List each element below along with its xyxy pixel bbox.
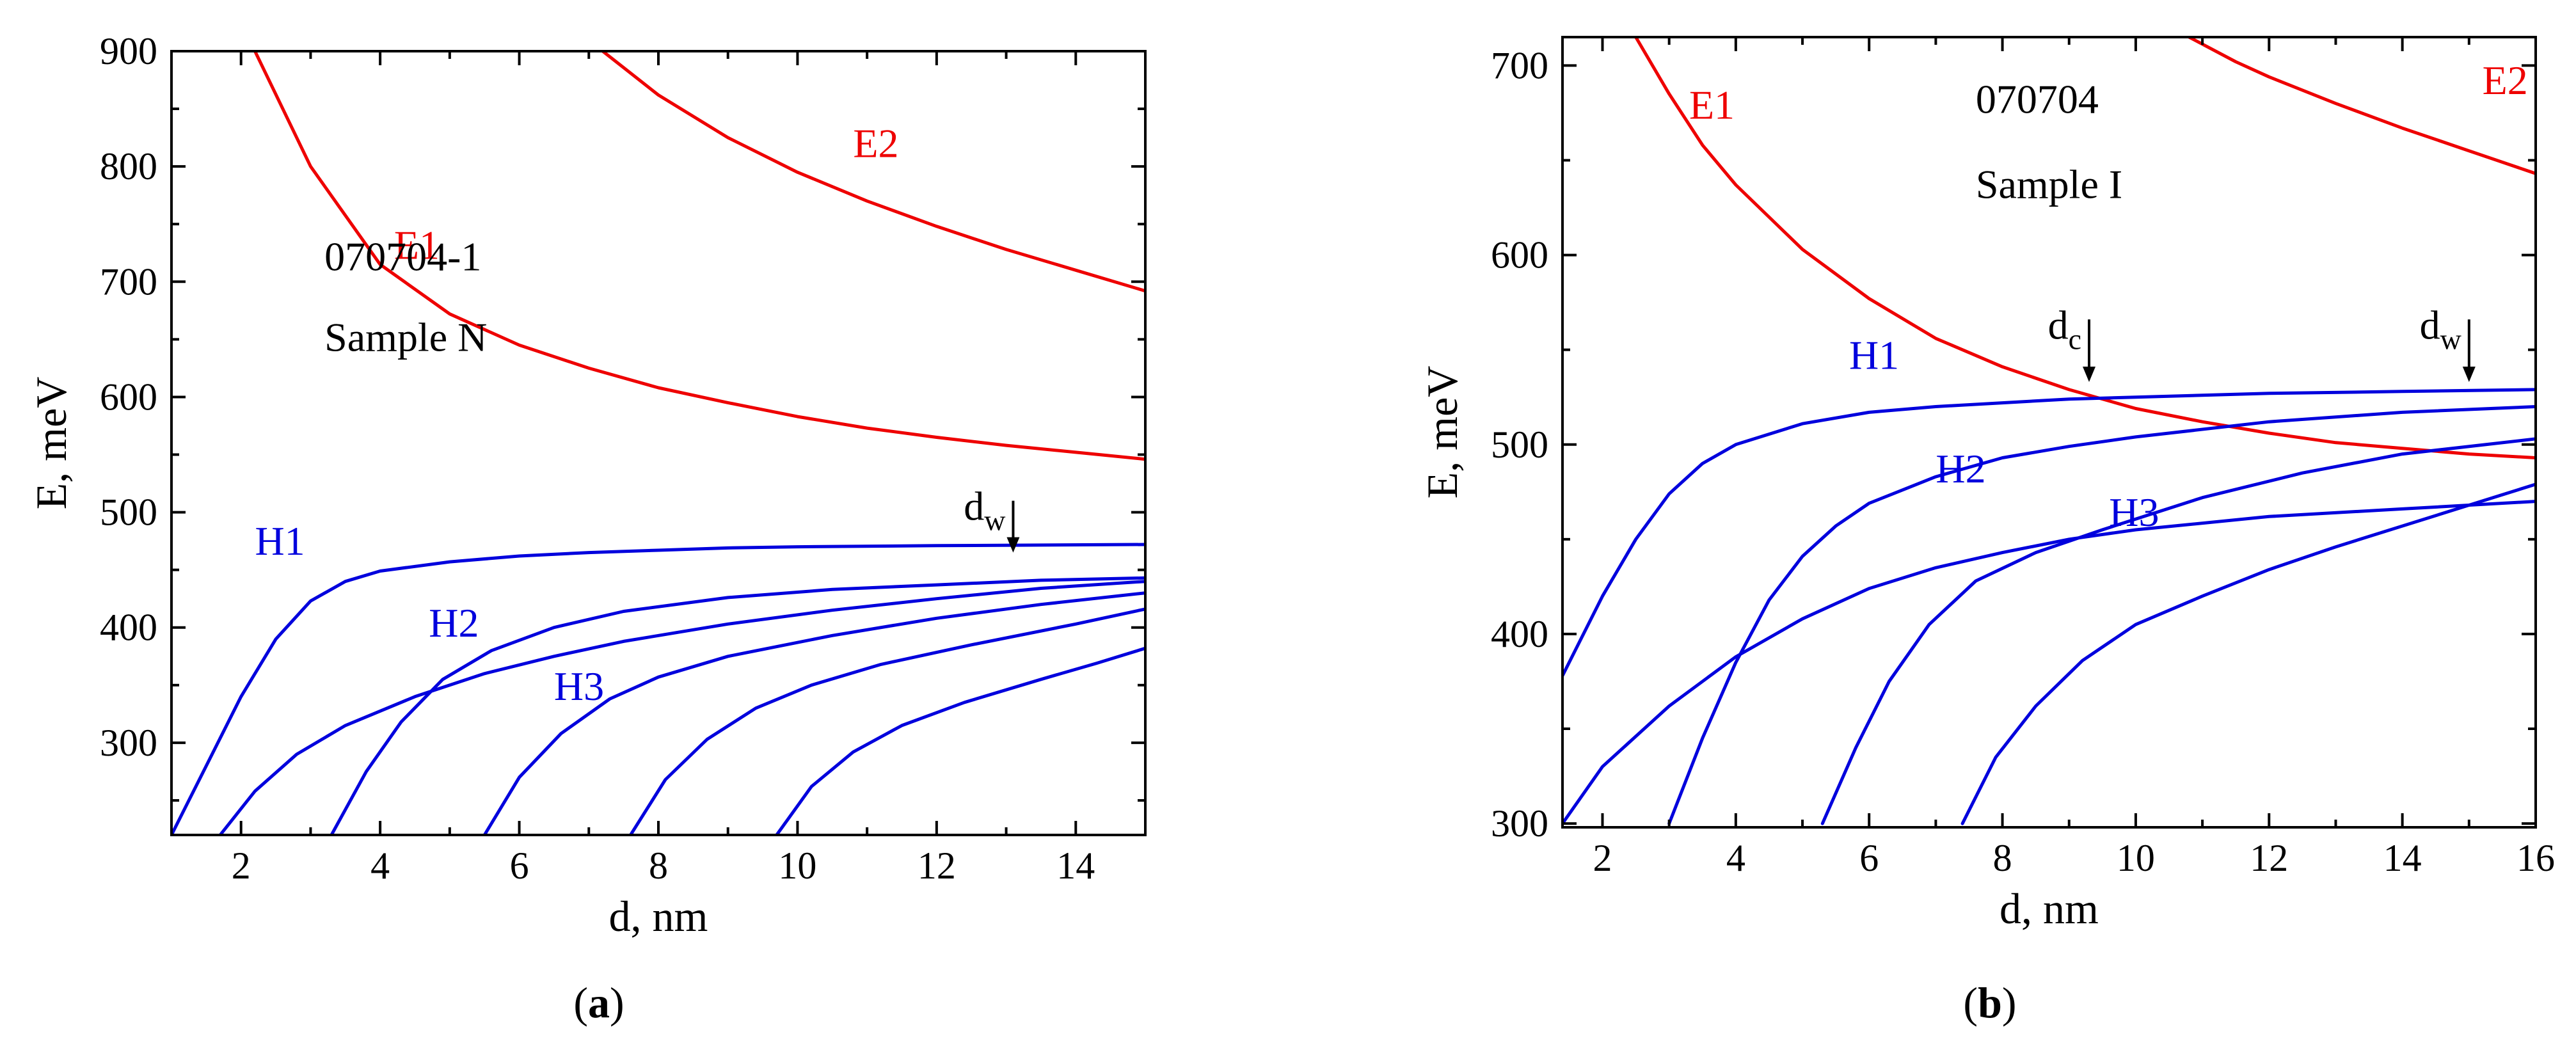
series-group [171,51,1145,835]
plot-frame [1561,36,2537,829]
series-label-h3: H3 [554,664,604,709]
y-tick-label: 900 [100,30,157,72]
series-line-e1 [1634,37,2536,459]
x-tick-label: 8 [1993,837,2012,879]
series-line-h5 [629,607,1145,835]
marker-arrowhead [1006,537,1020,553]
x-tick-label: 12 [2250,837,2288,879]
y-axis-title: E, meV [1418,366,1467,499]
series-line-h3 [1667,405,2536,825]
series-line-h5 [1960,482,2536,825]
x-tick-label: 12 [918,845,956,887]
y-tick-label: 500 [1491,424,1548,466]
y-axis-title: E, meV [27,377,76,510]
x-tick-label: 14 [1056,845,1095,887]
panel-label: (b) [1963,978,2016,1027]
x-tick-label: 4 [370,845,390,887]
series-line-e2 [601,51,1145,293]
series-line-h2 [1562,500,2536,825]
y-tick-label: 300 [100,722,157,764]
y-tick-label: 600 [100,376,157,418]
x-tick-label: 4 [1726,837,1745,879]
marker-label-dw: dw [964,484,1006,537]
panel-a: 2 4 6 8 10 12 14 300 400 500 600 700 800 900 d, nm E, m… [27,30,1147,1027]
series-line-h1 [1562,388,2536,678]
annotation-text: Sample N [324,314,487,360]
series-label-h2: H2 [1936,446,1985,491]
x-tick-label: 8 [649,845,668,887]
y-tick-label: 500 [100,491,157,534]
y-tick-label: 600 [1491,234,1548,276]
series-label-h1: H1 [1849,332,1899,377]
series-line-h4 [482,591,1145,835]
y-tick-label: 800 [100,145,157,187]
series-line-e2 [2187,37,2536,175]
x-axis-title: d, nm [609,892,708,941]
y-tick-label: 400 [1491,613,1548,655]
marker-arrowhead [2462,367,2476,383]
panel-label: (a) [573,978,624,1027]
marker-label-dc: dc [2048,302,2081,355]
x-axis-title: d, nm [2000,884,2099,933]
annotation-text: Sample I [1976,162,2122,207]
series-line-h3 [330,576,1145,835]
series-line-e1 [253,51,1145,461]
x-tick-label: 14 [2383,837,2422,879]
series-label-h1: H1 [255,518,305,564]
series-label-e1: E1 [1689,82,1735,127]
panel-b: 2 4 6 8 10 12 14 16 300 400 500 600 700 d, nm E, meV E1… [1418,36,2555,1027]
series-label-e2: E2 [2483,58,2528,103]
series-line-h2 [218,580,1145,835]
x-tick-label: 10 [778,845,816,887]
annotation-text: 070704 [1976,76,2099,122]
x-tick-label: 2 [1593,837,1612,879]
series-label-e2: E2 [853,121,898,166]
x-tick-label: 6 [1859,837,1879,879]
marker-label-dw: dw [2420,302,2462,355]
x-tick-label: 2 [232,845,251,887]
series-line-h4 [1820,437,2536,825]
series-label-e1: E1 [394,222,440,267]
series-label-h3: H3 [2109,489,2159,535]
annotation-text: 070704-1 [324,234,481,279]
series-group [1562,37,2536,825]
y-tick-label: 400 [100,607,157,649]
y-tick-label: 300 [1491,802,1548,845]
series-line-h1 [171,543,1145,835]
x-tick-label: 10 [2117,837,2155,879]
marker-arrowhead [2083,367,2096,383]
x-tick-label: 6 [510,845,529,887]
y-tick-label: 700 [1491,44,1548,86]
y-tick-label: 700 [100,260,157,303]
series-line-h6 [775,646,1145,835]
series-label-h2: H2 [429,600,479,646]
x-tick-label: 16 [2516,837,2555,879]
